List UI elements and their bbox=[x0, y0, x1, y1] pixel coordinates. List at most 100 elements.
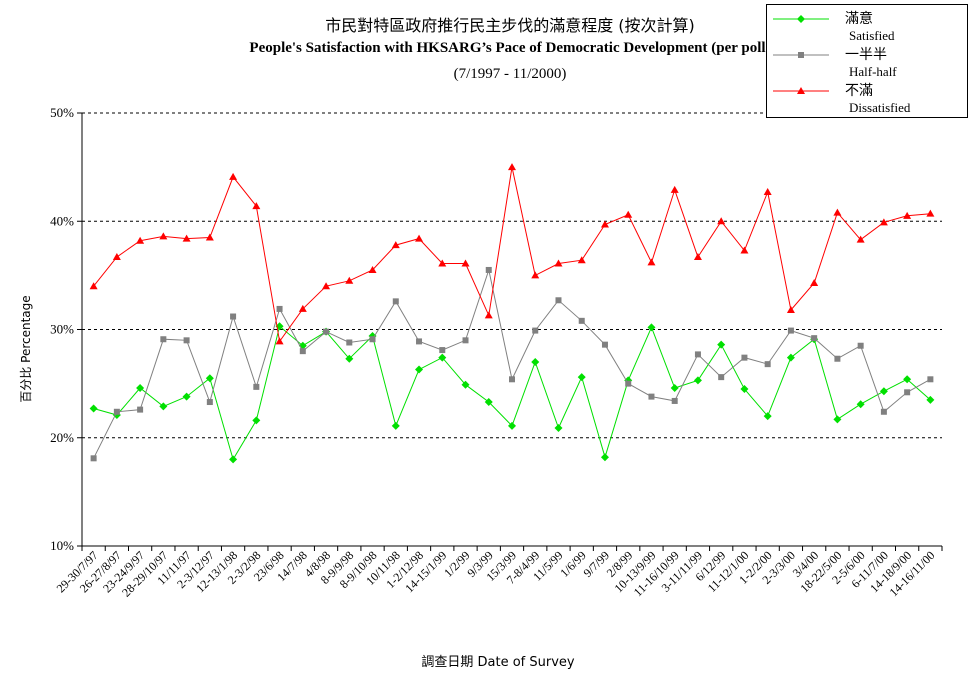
series-half-half bbox=[90, 266, 934, 462]
data-point-dissatisfied bbox=[438, 259, 447, 267]
data-point-half-half bbox=[137, 406, 144, 413]
data-point-half-half bbox=[648, 393, 655, 400]
legend-swatch-dissatisfied bbox=[773, 87, 829, 94]
data-point-half-half bbox=[299, 348, 306, 355]
data-point-half-half bbox=[369, 336, 376, 343]
legend-label-en: Half-half bbox=[849, 64, 897, 79]
data-point-satisfied bbox=[531, 357, 540, 366]
series-dissatisfied bbox=[89, 163, 935, 345]
data-point-half-half bbox=[927, 376, 934, 383]
data-point-satisfied bbox=[600, 453, 609, 462]
data-point-dissatisfied bbox=[763, 188, 772, 196]
data-point-half-half bbox=[230, 313, 237, 320]
data-point-half-half bbox=[392, 298, 399, 305]
data-point-half-half bbox=[323, 328, 330, 335]
y-tick-label: 40% bbox=[50, 213, 74, 228]
y-tick-label: 10% bbox=[50, 538, 74, 553]
data-point-satisfied bbox=[136, 383, 145, 392]
data-point-half-half bbox=[113, 408, 120, 415]
data-point-satisfied bbox=[508, 421, 516, 430]
data-point-dissatisfied bbox=[879, 218, 888, 226]
data-point-satisfied bbox=[89, 404, 98, 413]
legend-label-en: Satisfied bbox=[849, 28, 895, 43]
x-tick-label: 1/2/99 bbox=[441, 548, 473, 580]
axes bbox=[77, 112, 943, 551]
data-point-dissatisfied bbox=[903, 211, 912, 219]
data-point-half-half bbox=[718, 374, 725, 381]
data-point-dissatisfied bbox=[693, 252, 702, 260]
data-point-half-half bbox=[904, 389, 911, 396]
data-point-dissatisfied bbox=[275, 337, 284, 345]
data-point-dissatisfied bbox=[508, 163, 516, 171]
data-point-half-half bbox=[485, 266, 492, 273]
data-point-half-half bbox=[694, 351, 701, 358]
data-point-dissatisfied bbox=[740, 246, 749, 254]
data-point-half-half bbox=[764, 361, 771, 368]
data-point-satisfied bbox=[182, 392, 191, 401]
series-satisfied bbox=[89, 322, 935, 464]
data-point-dissatisfied bbox=[856, 235, 865, 243]
data-point-satisfied bbox=[856, 400, 865, 409]
x-tick-label: 1/6/99 bbox=[557, 548, 589, 580]
x-axis-label: 調查日期 Date of Survey bbox=[421, 655, 575, 670]
data-point-dissatisfied bbox=[112, 252, 121, 260]
data-point-half-half bbox=[183, 337, 190, 344]
data-point-half-half bbox=[555, 297, 562, 304]
data-point-half-half bbox=[253, 383, 260, 390]
data-point-dissatisfied bbox=[670, 185, 679, 193]
data-point-dissatisfied bbox=[717, 217, 726, 225]
data-point-half-half bbox=[532, 327, 539, 334]
data-point-half-half bbox=[160, 336, 167, 343]
data-point-half-half bbox=[741, 354, 748, 361]
data-point-half-half bbox=[787, 327, 794, 334]
legend-swatch-satisfied bbox=[773, 15, 829, 23]
data-point-dissatisfied bbox=[531, 271, 540, 279]
series-line-dissatisfied bbox=[93, 166, 931, 343]
data-point-satisfied bbox=[763, 412, 772, 421]
data-point-dissatisfied bbox=[461, 259, 470, 267]
data-point-dissatisfied bbox=[368, 265, 377, 273]
data-point-dissatisfied bbox=[624, 210, 633, 218]
data-point-dissatisfied bbox=[252, 202, 261, 210]
data-point-half-half bbox=[439, 347, 446, 354]
x-tick-label: 9/7/99 bbox=[581, 548, 613, 580]
data-point-dissatisfied bbox=[136, 236, 145, 244]
data-point-half-half bbox=[834, 355, 841, 362]
data-point-satisfied bbox=[717, 340, 726, 349]
data-point-satisfied bbox=[647, 323, 656, 332]
legend: 滿意 Satisfied 一半半 Half-half 不滿 Dissatisfi… bbox=[766, 4, 968, 118]
chart-title-chinese: 市民對特區政府推行民主步伐的滿意程度 (按次計算) bbox=[325, 16, 695, 35]
data-point-dissatisfied bbox=[298, 304, 307, 312]
data-point-satisfied bbox=[926, 395, 935, 404]
data-point-dissatisfied bbox=[322, 282, 331, 290]
data-point-satisfied bbox=[461, 380, 470, 389]
data-point-satisfied bbox=[740, 385, 749, 394]
data-point-dissatisfied bbox=[89, 282, 98, 290]
series-line-satisfied bbox=[93, 325, 931, 461]
data-point-half-half bbox=[857, 342, 864, 349]
data-point-satisfied bbox=[484, 398, 493, 407]
data-point-satisfied bbox=[252, 416, 261, 425]
data-point-half-half bbox=[206, 399, 213, 406]
series-line-half-half bbox=[93, 268, 931, 459]
grid-lines bbox=[82, 112, 942, 439]
data-point-dissatisfied bbox=[159, 232, 168, 240]
data-point-satisfied bbox=[670, 383, 679, 392]
data-point-satisfied bbox=[554, 424, 563, 433]
data-point-satisfied bbox=[205, 374, 214, 383]
data-point-dissatisfied bbox=[833, 208, 842, 216]
y-axis-label: 百分比 Percentage bbox=[19, 295, 33, 402]
chart-subtitle: (7/1997 - 11/2000) bbox=[453, 66, 567, 82]
data-point-satisfied bbox=[577, 373, 586, 382]
data-point-dissatisfied bbox=[554, 259, 563, 267]
data-point-satisfied bbox=[693, 376, 702, 385]
y-tick-label: 30% bbox=[50, 322, 74, 337]
series-group bbox=[89, 163, 935, 464]
data-point-dissatisfied bbox=[926, 209, 935, 217]
data-point-satisfied bbox=[438, 353, 447, 362]
data-point-half-half bbox=[346, 339, 353, 346]
data-point-dissatisfied bbox=[345, 276, 354, 284]
data-point-satisfied bbox=[159, 402, 168, 411]
data-point-half-half bbox=[462, 337, 469, 344]
